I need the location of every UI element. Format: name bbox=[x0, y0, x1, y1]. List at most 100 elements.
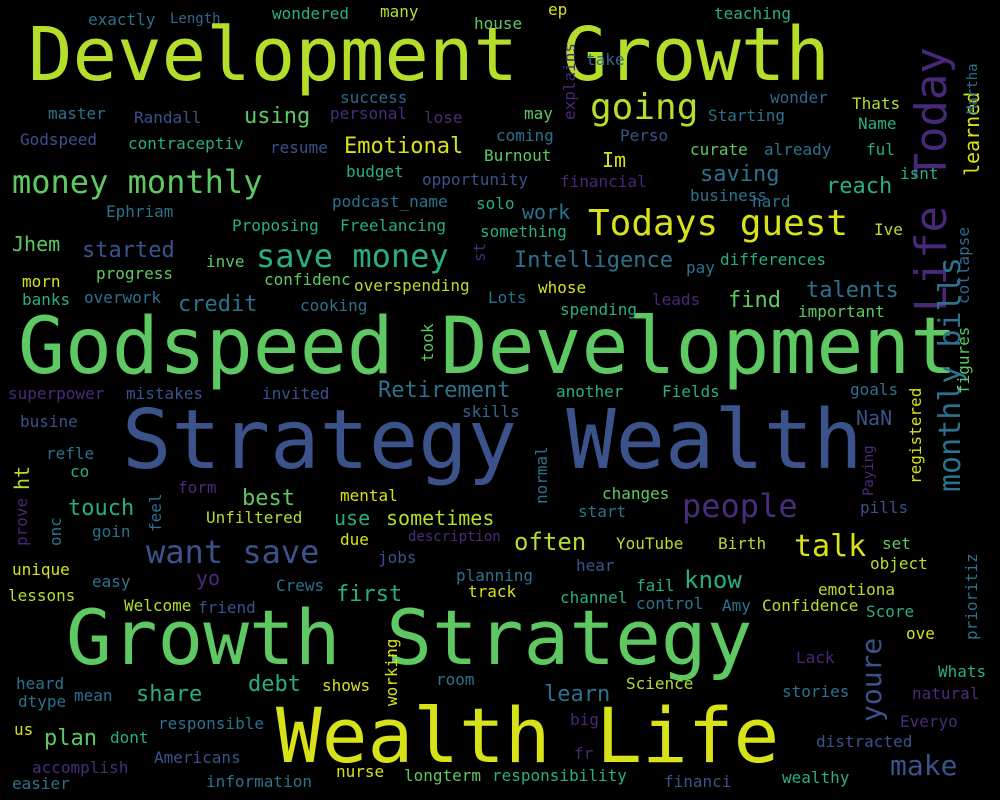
word: YouTube bbox=[616, 534, 684, 553]
word: hear bbox=[576, 556, 615, 575]
word: Amy bbox=[722, 596, 751, 615]
word: reach bbox=[826, 174, 893, 199]
word: overwork bbox=[84, 288, 162, 307]
word: Emotional bbox=[344, 134, 464, 159]
word: Name bbox=[858, 114, 897, 133]
word: solo bbox=[476, 194, 515, 213]
word: dtype bbox=[18, 692, 67, 711]
word: financi bbox=[664, 772, 732, 791]
word: started bbox=[82, 238, 175, 263]
word: unique bbox=[12, 560, 70, 579]
word: superpower bbox=[8, 384, 105, 403]
word: talents bbox=[806, 278, 899, 303]
word: mean bbox=[74, 686, 113, 705]
word: often bbox=[514, 528, 587, 556]
word: house bbox=[474, 14, 523, 33]
word: us bbox=[14, 720, 34, 739]
word: many bbox=[380, 2, 419, 21]
word: changes bbox=[602, 484, 670, 503]
word: save money bbox=[256, 237, 449, 275]
word: first bbox=[336, 582, 403, 607]
word: Jhem bbox=[12, 232, 61, 256]
word: responsible bbox=[158, 714, 264, 733]
word: NaN bbox=[856, 406, 893, 430]
word: Growth Strategy bbox=[66, 593, 753, 682]
word: heard bbox=[16, 674, 65, 693]
word: Strategy Wealth bbox=[122, 393, 863, 488]
word: planning bbox=[456, 566, 534, 585]
word: financial bbox=[560, 172, 647, 191]
word: Starting bbox=[708, 106, 786, 125]
word: cooking bbox=[300, 296, 368, 315]
word: Crews bbox=[276, 576, 325, 595]
word: exactly bbox=[88, 10, 156, 29]
word: fail bbox=[636, 576, 675, 595]
word: business bbox=[690, 186, 768, 205]
word: Randall bbox=[134, 108, 202, 127]
word: co bbox=[70, 462, 90, 481]
word: Welcome bbox=[124, 596, 192, 615]
word: Freelancing bbox=[340, 216, 446, 235]
word: saving bbox=[700, 162, 780, 187]
word: isnt bbox=[900, 164, 939, 183]
word: inve bbox=[206, 252, 245, 271]
word: ove bbox=[906, 624, 935, 643]
word: may bbox=[524, 104, 553, 123]
word: youre bbox=[855, 637, 888, 722]
word: master bbox=[48, 104, 106, 123]
word: lessons bbox=[8, 586, 76, 605]
word: work bbox=[522, 200, 571, 224]
word: Americans bbox=[154, 748, 241, 767]
word: leads bbox=[652, 290, 701, 309]
word: onc bbox=[46, 517, 65, 546]
word: took bbox=[418, 323, 437, 362]
word: know bbox=[684, 566, 742, 594]
word: start bbox=[578, 502, 627, 521]
word: description bbox=[408, 529, 501, 545]
word: busine bbox=[20, 412, 78, 431]
word: control bbox=[636, 594, 704, 613]
word: Fields bbox=[662, 382, 720, 401]
word: Godspeed Development bbox=[18, 302, 958, 392]
word: podcast_name bbox=[332, 192, 448, 211]
word: track bbox=[468, 582, 517, 601]
word: accomplish bbox=[32, 758, 129, 777]
word: whose bbox=[538, 278, 587, 297]
word: differences bbox=[720, 250, 826, 269]
word: coming bbox=[496, 126, 554, 145]
word: wealthy bbox=[782, 768, 850, 787]
word: Proposing bbox=[232, 216, 319, 235]
word: make bbox=[890, 749, 958, 782]
word: form bbox=[178, 478, 217, 497]
word: refle bbox=[46, 444, 95, 463]
word: success bbox=[340, 88, 408, 107]
word: ful bbox=[866, 140, 895, 159]
word: Everyo bbox=[900, 712, 958, 731]
word: collapse bbox=[954, 226, 973, 304]
word: resume bbox=[270, 138, 328, 157]
word: overspending bbox=[354, 276, 470, 295]
word: big bbox=[570, 710, 599, 729]
word: Retirement bbox=[378, 378, 511, 403]
word: something bbox=[480, 222, 567, 241]
word: nurse bbox=[336, 762, 385, 781]
word: another bbox=[556, 382, 624, 401]
word: Length bbox=[170, 11, 221, 27]
word: responsibility bbox=[492, 766, 627, 785]
word: Unfiltered bbox=[206, 508, 303, 527]
word: important bbox=[798, 302, 885, 321]
word: information bbox=[206, 772, 312, 791]
word: natural bbox=[912, 684, 980, 703]
word: teaching bbox=[714, 4, 792, 23]
word: set bbox=[882, 534, 911, 553]
word: money monthly bbox=[12, 163, 263, 201]
word: using bbox=[244, 104, 311, 129]
word: share bbox=[136, 682, 203, 707]
word: pay bbox=[686, 258, 715, 277]
word: Thats bbox=[852, 94, 901, 113]
word: Intelligence bbox=[514, 248, 673, 273]
word: morn bbox=[22, 272, 61, 291]
word: budget bbox=[346, 162, 404, 181]
word: Ephriam bbox=[106, 202, 174, 221]
